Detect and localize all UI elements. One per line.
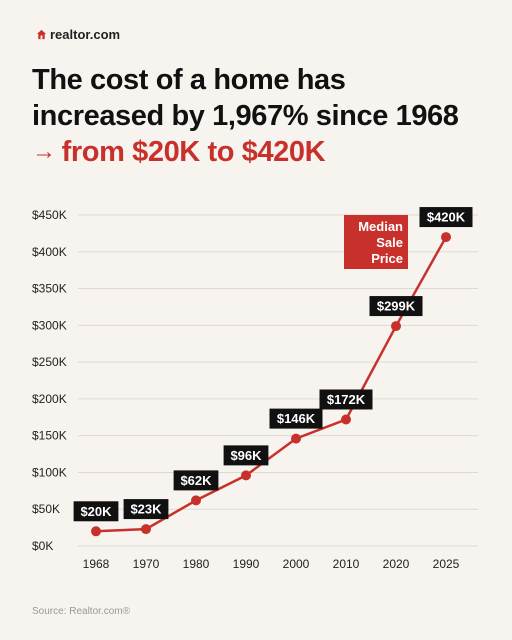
data-label: $62K [173, 470, 219, 491]
y-tick-label: $350K [32, 282, 67, 296]
data-point [191, 495, 201, 506]
headline-line-1: The cost of a home has [32, 64, 346, 96]
x-tick-label: 1968 [83, 557, 110, 571]
headline-line-3: → from $20K to $420K [32, 134, 492, 170]
headline-subtitle: from $20K to $420K [61, 136, 326, 168]
brand-logo: realtor.com [36, 27, 120, 42]
svg-text:$20K: $20K [80, 504, 112, 519]
y-tick-label: $100K [32, 465, 67, 479]
data-label: $420K [419, 207, 473, 228]
y-tick-label: $450K [32, 208, 67, 222]
grid [78, 214, 478, 547]
svg-text:$146K: $146K [277, 411, 316, 426]
svg-text:$172K: $172K [327, 392, 366, 407]
data-point [241, 470, 251, 481]
x-tick-label: 2020 [383, 557, 410, 571]
data-label: $20K [73, 501, 119, 522]
y-tick-label: $300K [32, 318, 67, 332]
source-note: Source: Realtor.com® [32, 606, 130, 617]
x-tick-label: 2010 [333, 557, 360, 571]
data-point [141, 524, 151, 535]
data-label: $96K [223, 445, 269, 466]
svg-text:$62K: $62K [180, 473, 212, 488]
y-tick-label: $200K [32, 392, 67, 406]
x-tick-label: 2025 [433, 557, 460, 571]
data-label: $146K [269, 408, 323, 429]
x-tick-label: 1990 [233, 557, 260, 571]
data-label: $172K [319, 389, 373, 410]
data-label: $299K [369, 296, 423, 317]
y-tick-label: $150K [32, 429, 67, 443]
x-axis: 1968 1970 1980 1990 2000 2010 2020 2025 [83, 557, 460, 571]
x-tick-label: 1980 [183, 557, 210, 571]
y-tick-label: $0K [32, 539, 53, 553]
price-line-chart: $0K $50K $100K $150K $200K $250K $300K $350K $40… [32, 207, 478, 571]
y-tick-label: $250K [32, 355, 67, 369]
series-line [95, 236, 448, 533]
svg-text:$420K: $420K [427, 210, 466, 225]
y-axis: $0K $50K $100K $150K $200K $250K $300K $350K $40… [32, 208, 67, 553]
data-point [441, 232, 451, 243]
data-labels: $20K $23K $62K $96K $146K $172K $299K $420K [73, 207, 473, 522]
data-point [291, 433, 301, 444]
y-tick-label: $50K [32, 502, 60, 516]
svg-text:$96K: $96K [230, 448, 262, 463]
series-label-text: Price [371, 251, 403, 266]
x-tick-label: 1970 [133, 557, 160, 571]
house-icon [36, 29, 47, 40]
data-points [91, 232, 451, 537]
y-tick-label: $400K [32, 245, 67, 259]
data-point [391, 321, 401, 332]
data-point [91, 526, 101, 537]
series-label-text: Sale [376, 235, 403, 250]
data-label: $23K [123, 499, 169, 520]
svg-text:$299K: $299K [377, 299, 416, 314]
brand-name: realtor.com [50, 27, 121, 42]
headline-line-2: increased by 1,967% since 1968 [32, 100, 459, 132]
series-label-text: Median [358, 219, 403, 234]
svg-text:$23K: $23K [130, 502, 162, 517]
arrow-right-icon: → [32, 138, 56, 165]
x-tick-label: 2000 [283, 557, 310, 571]
data-point [341, 414, 351, 425]
headline: The cost of a home has increased by 1,96… [32, 62, 492, 170]
